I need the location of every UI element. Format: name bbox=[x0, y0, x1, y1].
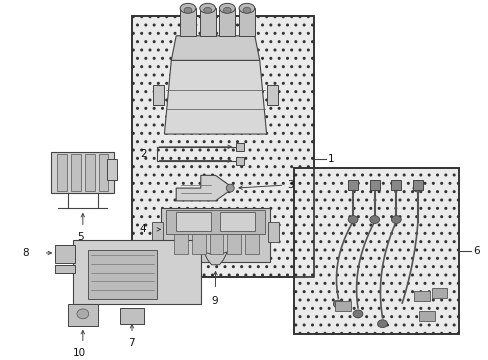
Polygon shape bbox=[266, 85, 278, 104]
Bar bbox=[236, 143, 244, 151]
Bar bbox=[73, 240, 201, 304]
Bar bbox=[176, 212, 210, 231]
Bar bbox=[412, 180, 422, 190]
Bar bbox=[166, 210, 264, 234]
Ellipse shape bbox=[369, 216, 379, 224]
Polygon shape bbox=[171, 36, 259, 60]
Ellipse shape bbox=[183, 7, 191, 13]
Bar bbox=[335, 301, 350, 311]
Text: 5: 5 bbox=[77, 232, 83, 242]
Bar bbox=[151, 222, 163, 242]
Bar bbox=[200, 8, 215, 36]
Bar bbox=[132, 16, 313, 276]
Bar bbox=[236, 157, 244, 165]
Bar bbox=[244, 234, 258, 254]
Ellipse shape bbox=[223, 7, 231, 13]
Bar bbox=[180, 8, 196, 36]
Ellipse shape bbox=[180, 3, 196, 13]
Text: 2: 2 bbox=[140, 149, 146, 159]
Bar bbox=[120, 308, 143, 324]
Bar bbox=[132, 16, 313, 276]
Bar bbox=[107, 159, 117, 180]
Bar bbox=[347, 180, 357, 190]
Bar bbox=[431, 288, 447, 298]
Bar bbox=[174, 234, 187, 254]
Bar bbox=[87, 250, 156, 299]
Bar bbox=[57, 154, 67, 191]
Ellipse shape bbox=[390, 216, 401, 224]
Polygon shape bbox=[164, 60, 266, 134]
Bar bbox=[55, 245, 75, 263]
Ellipse shape bbox=[243, 7, 250, 13]
Ellipse shape bbox=[226, 184, 234, 192]
Bar bbox=[55, 265, 75, 273]
Text: 9: 9 bbox=[211, 296, 218, 306]
Bar bbox=[99, 154, 108, 191]
Bar bbox=[369, 180, 379, 190]
Ellipse shape bbox=[412, 184, 422, 192]
Bar bbox=[413, 291, 429, 301]
Bar bbox=[219, 8, 235, 36]
Text: 8: 8 bbox=[22, 248, 28, 258]
Text: 7: 7 bbox=[128, 338, 134, 348]
Ellipse shape bbox=[239, 3, 254, 13]
Text: 4: 4 bbox=[140, 224, 146, 234]
Bar bbox=[51, 152, 114, 193]
Ellipse shape bbox=[352, 310, 362, 318]
Bar bbox=[267, 222, 279, 242]
Bar bbox=[227, 234, 241, 254]
Bar bbox=[418, 311, 434, 321]
Text: 1: 1 bbox=[327, 154, 333, 165]
Bar bbox=[390, 180, 401, 190]
Bar bbox=[191, 234, 205, 254]
Bar bbox=[209, 234, 223, 254]
Bar bbox=[293, 168, 458, 333]
Ellipse shape bbox=[203, 7, 211, 13]
Bar bbox=[71, 154, 81, 191]
Ellipse shape bbox=[377, 320, 386, 328]
Polygon shape bbox=[152, 85, 164, 104]
Text: 10: 10 bbox=[73, 348, 86, 358]
Bar bbox=[293, 168, 458, 333]
Text: 6: 6 bbox=[472, 246, 479, 256]
Bar bbox=[239, 8, 254, 36]
Bar bbox=[68, 304, 98, 326]
Ellipse shape bbox=[347, 216, 357, 224]
Text: 3: 3 bbox=[286, 180, 293, 190]
Ellipse shape bbox=[219, 3, 235, 13]
Ellipse shape bbox=[200, 3, 215, 13]
Polygon shape bbox=[203, 250, 227, 265]
Polygon shape bbox=[176, 175, 233, 201]
Ellipse shape bbox=[333, 300, 343, 308]
Bar bbox=[220, 212, 254, 231]
Bar bbox=[84, 154, 95, 191]
Bar bbox=[161, 208, 269, 262]
Ellipse shape bbox=[77, 309, 88, 319]
